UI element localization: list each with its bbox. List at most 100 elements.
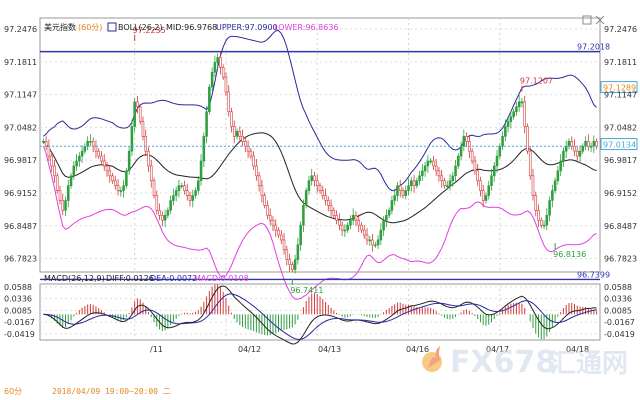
candle-body — [335, 214, 338, 221]
candle-body — [89, 141, 92, 143]
candle-body — [260, 185, 264, 196]
candle-body — [141, 121, 145, 137]
candle-body — [208, 86, 211, 113]
legend-lower: LOWER:96.8636 — [274, 23, 339, 32]
candle-body — [50, 155, 53, 167]
candle-body — [111, 175, 114, 182]
candle-body — [459, 145, 463, 157]
y-tick-label-right: 96.8487 — [604, 222, 637, 231]
candle-body — [346, 224, 349, 231]
candle-body — [526, 126, 529, 152]
candle-body — [257, 175, 261, 186]
y-tick-label-left: 97.1147 — [4, 91, 37, 100]
date-label: 04/17 — [486, 345, 509, 354]
legend-symbol: 美元指数 — [44, 22, 76, 32]
candle-body — [517, 101, 521, 108]
restore-icon[interactable] — [582, 15, 592, 25]
candle-body — [64, 200, 67, 211]
legend-upper: UPPER:97.0900 — [216, 23, 278, 32]
annotation-label: 96.8136 — [553, 250, 586, 259]
candle-body — [457, 155, 460, 167]
legend-dea: DEA:0.0072 — [150, 274, 197, 283]
candle-body — [202, 136, 206, 162]
candle-body — [434, 165, 438, 172]
candle-body — [185, 190, 189, 196]
y-tick-label-left: 96.8487 — [4, 222, 37, 231]
candle-body — [362, 229, 366, 236]
boll-checkbox-icon[interactable] — [107, 22, 117, 32]
watermark-brand: FX678 — [450, 345, 556, 380]
candle-body — [379, 229, 383, 241]
candle-body — [578, 150, 582, 157]
candle-body — [537, 210, 540, 221]
mid-band-line — [43, 132, 597, 224]
macd-panel — [43, 284, 598, 345]
candle-body — [454, 165, 457, 177]
candle-body — [299, 224, 302, 246]
candle-body — [221, 67, 225, 78]
candle-body — [199, 160, 203, 182]
candle-body — [368, 239, 372, 242]
y-tick-label-right: 96.9152 — [604, 189, 637, 198]
candle-body — [86, 141, 89, 147]
candle-body — [183, 185, 186, 191]
candle-body — [415, 180, 419, 186]
y-tick-label-left: 96.9152 — [4, 189, 37, 198]
candle-body — [263, 195, 266, 206]
candle-body — [318, 185, 322, 191]
candle-body — [476, 170, 479, 182]
legend-macd-value: MACD:0.0108 — [194, 274, 249, 283]
price-tag-label: 97.1289 — [603, 84, 636, 93]
candle-body — [100, 155, 103, 162]
candle-body — [213, 62, 217, 73]
candle-body — [562, 150, 565, 162]
annotation-label: 96.7411 — [290, 286, 323, 295]
macd-tick-label-left: 0.0085 — [4, 306, 32, 315]
price-annotations: 97.2235 96.7411 97.1207 96.8136 — [133, 26, 587, 295]
candle-body — [155, 195, 159, 211]
candle-body — [163, 214, 167, 221]
candle-body — [197, 180, 200, 191]
candle-body — [149, 165, 153, 182]
candle-body — [484, 195, 488, 201]
macd-tick-label-right: -0.0419 — [604, 330, 635, 339]
candle-body — [473, 160, 477, 172]
y-tick-label-right: 97.2476 — [604, 25, 637, 34]
date-label: 04/13 — [318, 345, 341, 354]
candle-body — [147, 150, 150, 167]
candle-body — [512, 111, 515, 117]
candle-body — [108, 170, 112, 177]
candle-body — [127, 150, 131, 172]
close-icon[interactable] — [595, 15, 605, 25]
candle-body — [398, 185, 402, 191]
candle-body — [479, 180, 482, 191]
candle-body — [232, 126, 236, 137]
date-label: 04/16 — [406, 345, 429, 354]
date-label: 04/12 — [238, 345, 261, 354]
candle-body — [343, 229, 347, 232]
candle-body — [445, 185, 449, 187]
candle-body — [249, 150, 253, 157]
candle-body — [315, 180, 319, 186]
candle-body — [340, 224, 344, 231]
candle-body — [410, 180, 413, 186]
candle-body — [495, 155, 499, 167]
candle-body — [277, 229, 280, 236]
candle-body — [575, 150, 579, 157]
candle-body — [470, 150, 474, 162]
candle-body — [573, 145, 576, 152]
candle-body — [102, 160, 106, 167]
axis-labels: 97.2476 97.2476 97.1811 97.1811 97.1147 97.11… — [4, 25, 637, 339]
candle-body — [451, 175, 455, 182]
candle-body — [285, 249, 289, 260]
candle-body — [47, 145, 51, 157]
y-tick-label-left: 97.1811 — [4, 58, 37, 67]
candle-body — [440, 175, 443, 182]
candle-body — [465, 136, 468, 142]
y-tick-label-left: 96.7823 — [4, 255, 37, 264]
candle-body — [423, 165, 427, 172]
candle-body — [349, 219, 352, 226]
candle-body — [426, 160, 430, 167]
candle-body — [581, 145, 585, 152]
